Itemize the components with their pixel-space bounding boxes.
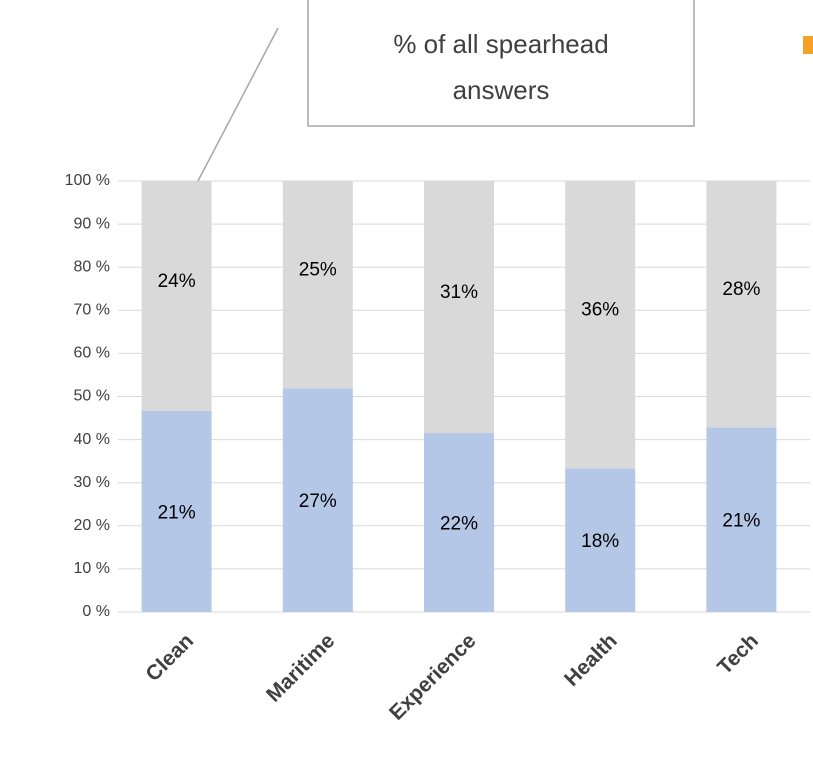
- y-tick-label: 20 %: [74, 517, 110, 534]
- bar-segment: [424, 433, 494, 612]
- x-tick-label: Experience: [385, 629, 481, 725]
- data-label: 31%: [440, 282, 478, 303]
- x-tick-label: Maritime: [262, 629, 339, 706]
- bar-segment: [141, 410, 212, 612]
- data-label: 18%: [581, 531, 619, 552]
- y-tick-label: 90 %: [74, 215, 110, 232]
- callout: % of all spearhead answers: [197, 0, 695, 182]
- callout-leader-line: [197, 27, 279, 182]
- bar-segment: [565, 181, 636, 469]
- bars: [141, 181, 777, 612]
- x-tick-label: Tech: [713, 629, 763, 679]
- x-tick-label: Clean: [141, 629, 198, 686]
- bar-segment: [282, 181, 353, 389]
- callout-line-1: % of all spearhead: [393, 29, 608, 59]
- data-label: 21%: [158, 502, 196, 523]
- y-tick-label: 0 %: [82, 603, 110, 620]
- x-tick-label: Health: [560, 629, 622, 691]
- bar-segment: [282, 388, 353, 612]
- data-labels: 21% 24% 27% 25% 22% 31% 18% 36% 21% 28%: [158, 260, 761, 553]
- corner-accent-icon: [803, 36, 813, 54]
- y-tick-label: 100 %: [65, 172, 110, 189]
- x-axis: Clean Maritime Experience Health Tech: [141, 629, 763, 725]
- y-tick-label: 60 %: [74, 345, 110, 362]
- bar-segment: [565, 468, 636, 612]
- y-tick-label: 50 %: [74, 388, 110, 405]
- bar-segment: [424, 181, 494, 434]
- y-tick-label: 30 %: [74, 474, 110, 491]
- y-tick-label: 80 %: [74, 258, 110, 275]
- data-label: 24%: [158, 271, 196, 292]
- bar-segment: [141, 181, 212, 411]
- data-label: 22%: [440, 514, 478, 535]
- data-label: 28%: [722, 279, 760, 300]
- y-tick-label: 10 %: [74, 560, 110, 577]
- callout-box: [307, 0, 695, 127]
- y-tick-label: 40 %: [74, 431, 110, 448]
- bar-segment: [706, 181, 777, 428]
- bar-segment: [706, 427, 777, 612]
- data-label: 27%: [299, 491, 337, 512]
- y-axis: 0 % 10 % 20 % 30 % 40 % 50 % 60 % 70 % 80 % 90 % 1…: [65, 172, 110, 620]
- callout-line-2: answers: [453, 75, 550, 105]
- data-label: 36%: [581, 300, 619, 321]
- y-tick-label: 70 %: [74, 302, 110, 319]
- data-label: 25%: [299, 260, 337, 281]
- data-label: 21%: [722, 511, 760, 532]
